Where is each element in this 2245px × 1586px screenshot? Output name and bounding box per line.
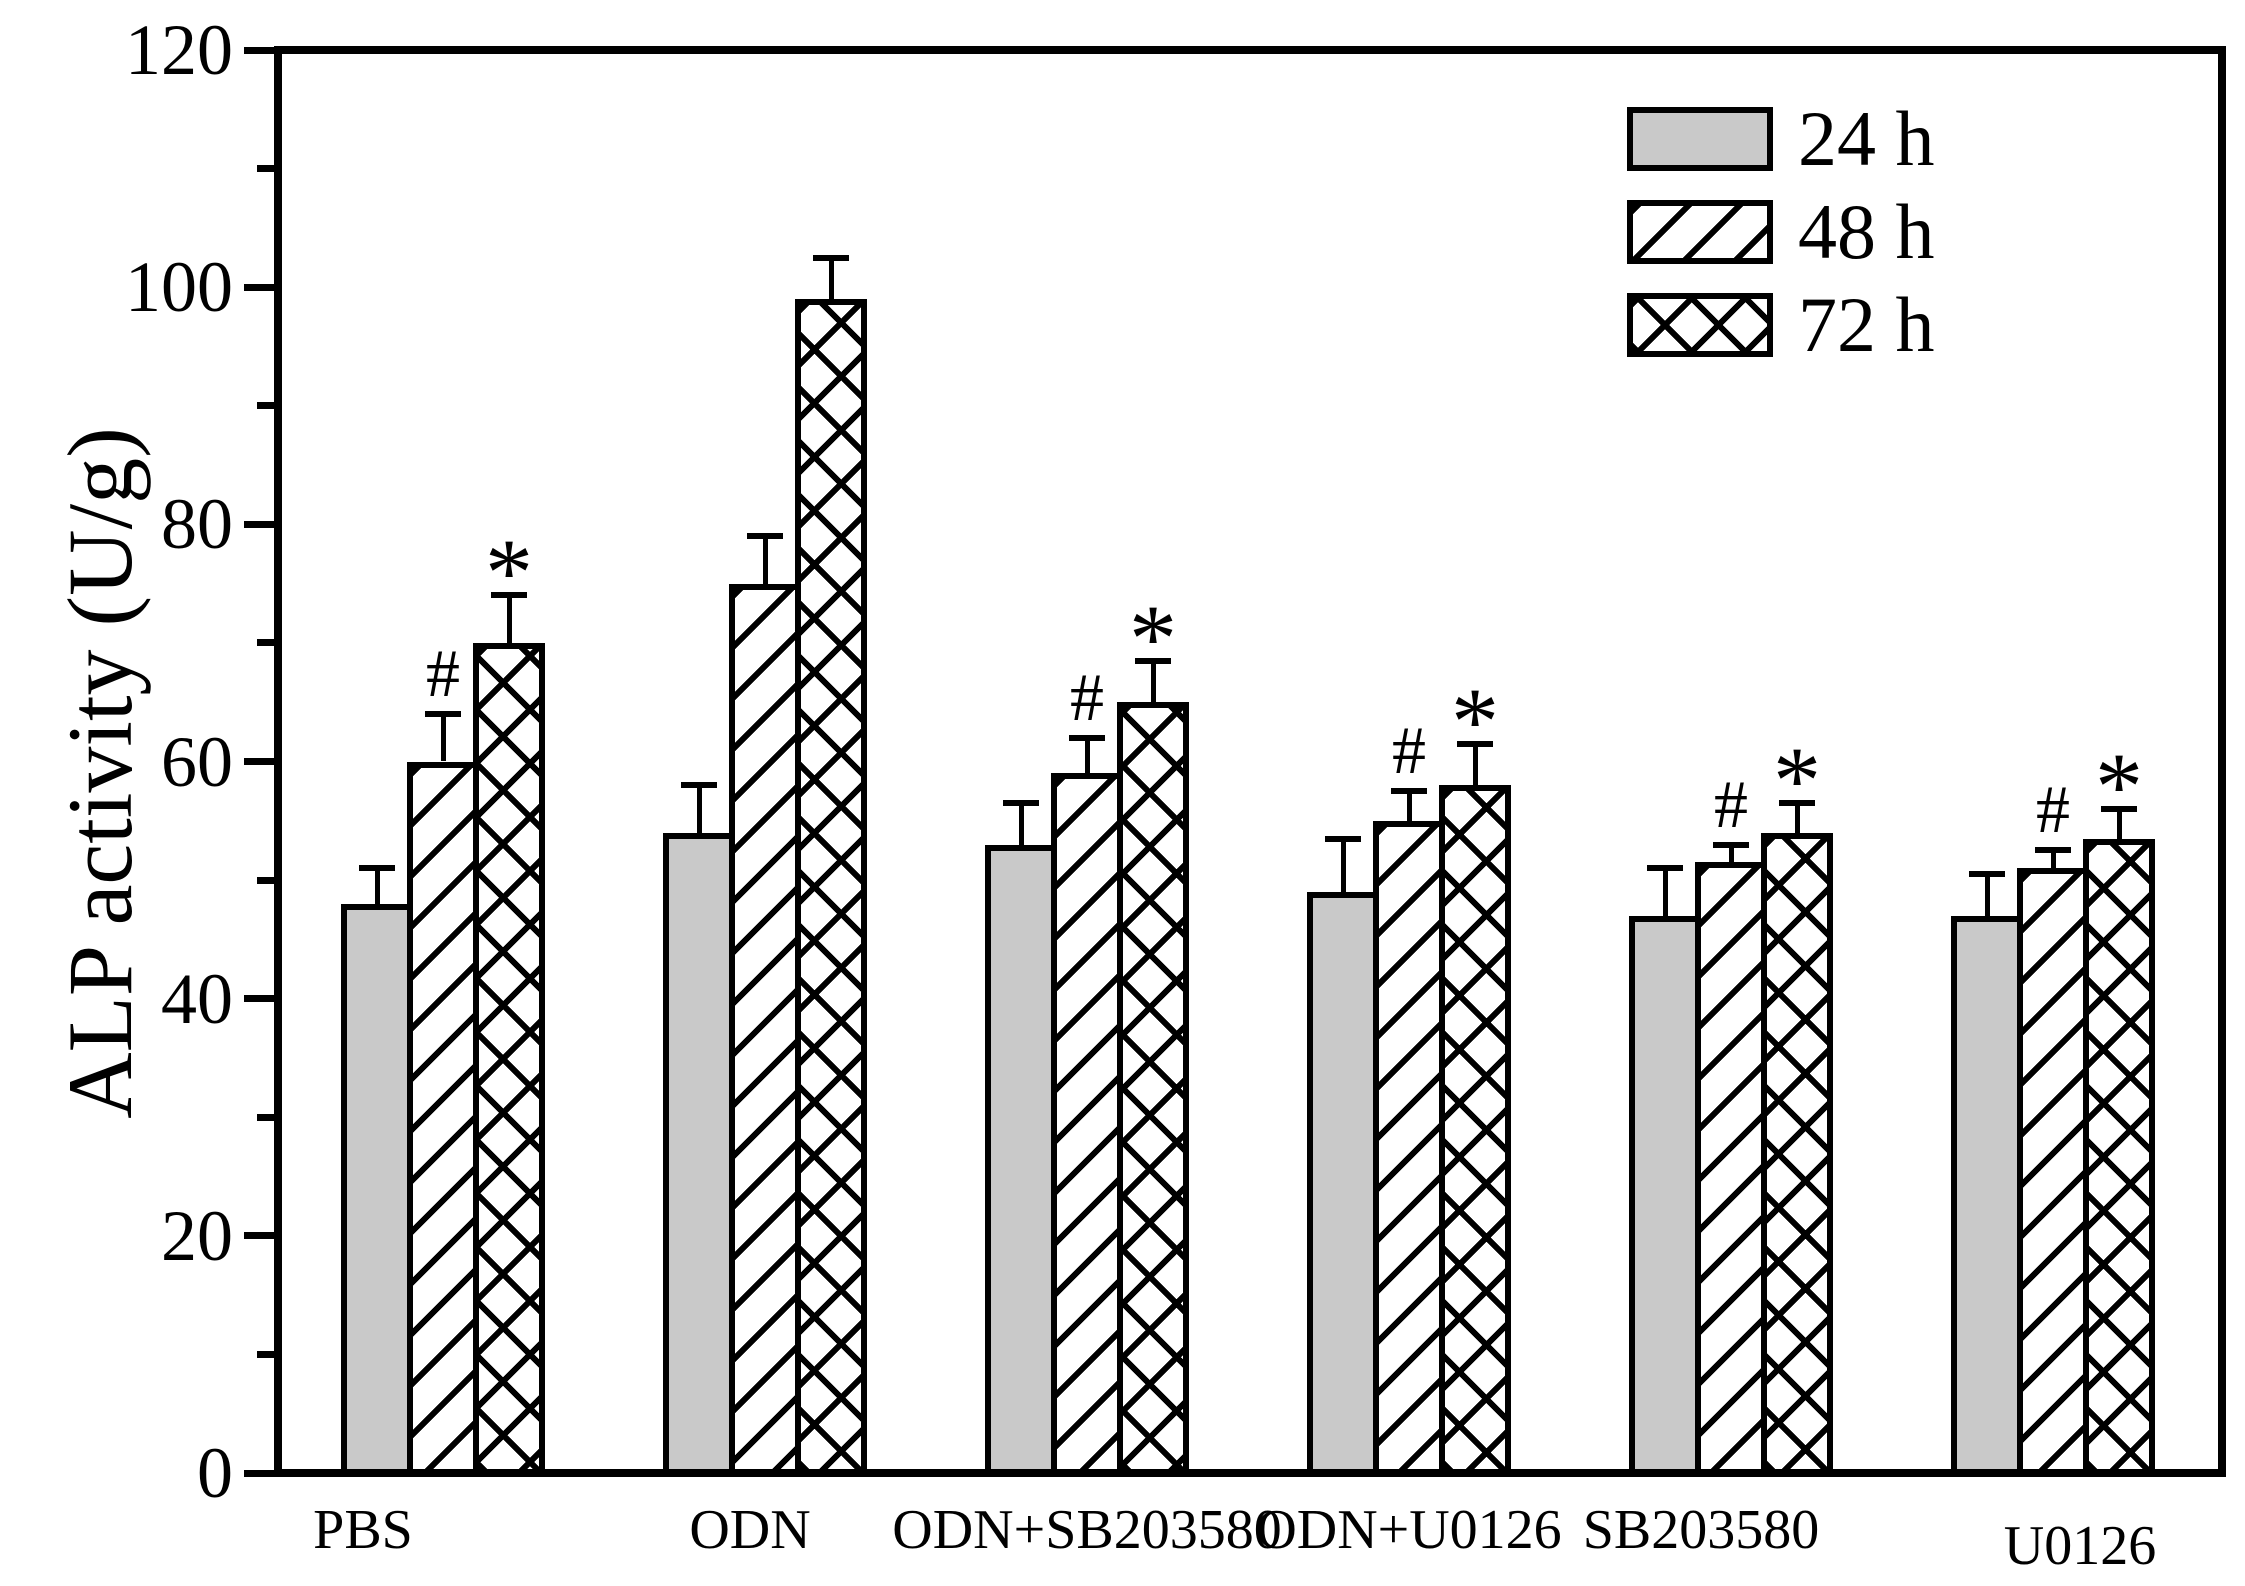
y-major-tick	[244, 1469, 274, 1477]
error-bar-stem	[762, 536, 768, 584]
x-category-label-U0126: U0126	[2003, 1515, 2157, 1577]
bar-ODN-48h	[729, 583, 801, 1475]
error-bar-stem	[1984, 874, 1990, 916]
bar-U0126-48h	[2017, 868, 2089, 1475]
error-bar-stem	[1728, 844, 1734, 863]
error-bar-cap	[1391, 788, 1427, 795]
error-bar-cap	[1325, 835, 1361, 842]
y-tick-label: 120	[125, 10, 233, 90]
error-bar-stem	[1150, 660, 1156, 703]
x-category-label-ODN: ODN	[689, 1499, 811, 1561]
y-minor-tick	[257, 402, 274, 410]
bar-ODN-24h	[663, 832, 735, 1475]
error-bar-stem	[696, 785, 702, 833]
bar-ODN+U0126-24h	[1307, 891, 1379, 1475]
error-bar-stem	[2116, 808, 2122, 839]
bar-SB203580-72h	[1761, 832, 1833, 1475]
error-bar-cap	[1969, 871, 2005, 878]
error-bar-cap	[681, 782, 717, 789]
y-minor-tick	[257, 639, 274, 647]
y-tick-label: 0	[197, 1433, 233, 1513]
error-bar-stem	[506, 595, 512, 643]
bar-PBS-24h	[341, 903, 413, 1475]
error-bar-cap	[747, 533, 783, 540]
bar-ODN+U0126-48h	[1373, 820, 1445, 1475]
y-major-tick	[244, 758, 274, 765]
x-category-label-ODN+U0126: ODN+U0126	[1256, 1499, 1562, 1561]
error-bar-stem	[1662, 868, 1668, 916]
error-bar-stem	[440, 714, 446, 762]
x-category-label-SB203580: SB203580	[1582, 1499, 1820, 1561]
error-bar-stem	[1406, 791, 1412, 821]
error-bar-stem	[1018, 803, 1024, 845]
significance-hash: #	[2036, 771, 2070, 848]
bar-ODN+SB203580-24h	[985, 844, 1057, 1475]
bar-ODN+SB203580-48h	[1051, 773, 1123, 1475]
bar-U0126-72h	[2083, 838, 2155, 1475]
legend-label-24h: 24 h	[1798, 95, 1935, 182]
bar-ODN-72h	[795, 299, 867, 1475]
legend-swatch-48h	[1627, 200, 1773, 264]
x-category-label-PBS: PBS	[313, 1499, 413, 1561]
bar-ODN+U0126-72h	[1439, 785, 1511, 1475]
bar-U0126-24h	[1951, 915, 2023, 1475]
y-tick-label: 60	[161, 721, 233, 802]
error-bar-stem	[374, 868, 380, 904]
bar-PBS-48h	[407, 761, 479, 1475]
significance-asterisk: *	[1773, 727, 1821, 834]
significance-hash: #	[426, 635, 460, 712]
bar-SB203580-24h	[1629, 915, 1701, 1475]
significance-hash: #	[1714, 765, 1748, 842]
bar-SB203580-48h	[1695, 862, 1767, 1475]
error-bar-cap	[1457, 740, 1493, 747]
y-minor-tick	[257, 876, 274, 884]
error-bar-cap	[1135, 657, 1171, 664]
y-major-tick	[244, 520, 274, 528]
y-tick-label: 20	[161, 1195, 233, 1276]
y-major-tick	[244, 1232, 274, 1240]
significance-asterisk: *	[2095, 732, 2143, 840]
error-bar-cap	[813, 254, 849, 261]
bar-ODN+SB203580-72h	[1117, 702, 1189, 1475]
plot-frame	[274, 46, 2226, 1477]
y-tick-label: 100	[125, 247, 233, 328]
legend-label-48h: 48 h	[1798, 188, 1935, 275]
y-minor-tick	[257, 1350, 274, 1358]
error-bar-stem	[828, 257, 834, 300]
error-bar-cap	[491, 592, 527, 599]
error-bar-cap	[1069, 734, 1105, 741]
bar-PBS-72h	[473, 642, 545, 1475]
error-bar-cap	[1003, 800, 1039, 806]
y-major-tick	[244, 283, 274, 291]
error-bar-stem	[1340, 838, 1346, 892]
y-minor-tick	[257, 165, 274, 173]
significance-hash: #	[1392, 712, 1426, 789]
x-category-label-ODN+SB203580: ODN+SB203580	[892, 1499, 1282, 1561]
y-tick-label: 40	[161, 958, 233, 1039]
error-bar-cap	[425, 711, 461, 718]
error-bar-cap	[2101, 805, 2137, 812]
y-minor-tick	[257, 1113, 274, 1121]
error-bar-stem	[1794, 803, 1800, 833]
significance-asterisk: *	[1451, 667, 1499, 775]
legend-label-72h: 72 h	[1798, 281, 1935, 368]
legend-swatch-72h	[1627, 293, 1773, 357]
error-bar-cap	[2035, 847, 2071, 854]
legend-swatch-24h	[1627, 107, 1773, 171]
significance-hash: #	[1070, 658, 1104, 735]
error-bar-cap	[1647, 865, 1683, 872]
error-bar-cap	[1713, 841, 1749, 848]
y-tick-label: 80	[161, 484, 233, 565]
y-major-tick	[244, 995, 274, 1003]
error-bar-cap	[1779, 800, 1815, 806]
error-bar-stem	[1472, 743, 1478, 786]
y-major-tick	[244, 46, 274, 54]
error-bar-cap	[359, 865, 395, 872]
error-bar-stem	[2050, 850, 2056, 869]
error-bar-stem	[1084, 737, 1090, 774]
significance-asterisk: *	[1129, 584, 1177, 692]
significance-asterisk: *	[485, 519, 533, 627]
